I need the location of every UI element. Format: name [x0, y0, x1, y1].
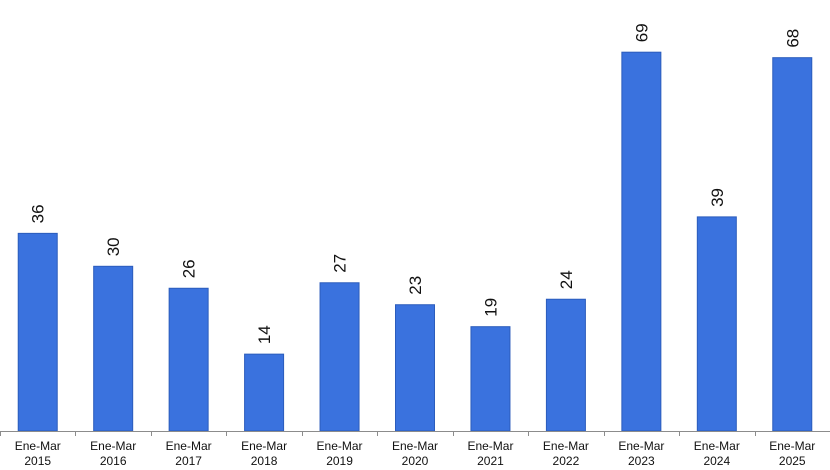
bar-1: [93, 265, 134, 432]
bar-0: [17, 232, 58, 432]
bar-9: [696, 216, 737, 432]
bar-2: [168, 287, 209, 432]
x-tick-label-3: Ene-Mar 2018: [241, 439, 287, 468]
value-label-6: 19: [481, 298, 500, 317]
bar-4: [319, 282, 360, 432]
value-label-3: 14: [255, 325, 274, 344]
value-label-9: 39: [708, 188, 727, 207]
value-label-1: 30: [104, 237, 123, 256]
value-label-7: 24: [557, 270, 576, 289]
value-labels-group: 36 30 26 14 27 23 19 24 69 39 68: [29, 23, 803, 344]
bar-8: [621, 51, 662, 432]
x-tick-label-7: Ene-Mar 2022: [543, 439, 589, 468]
x-tick-label-0: Ene-Mar 2015: [15, 439, 61, 468]
value-label-8: 69: [632, 23, 651, 42]
bar-10: [772, 57, 813, 432]
value-label-4: 27: [331, 254, 350, 273]
bar-7: [545, 298, 586, 432]
x-axis-ticks-group: [0, 431, 756, 436]
x-tick-label-8: Ene-Mar 2023: [618, 439, 664, 468]
bar-6: [470, 326, 511, 432]
value-label-2: 26: [180, 259, 199, 278]
bar-5: [395, 304, 435, 432]
value-label-5: 23: [406, 276, 425, 295]
x-tick-label-10: Ene-Mar 2025: [769, 439, 815, 468]
x-axis-tick-labels-group: Ene-Mar 2015 Ene-Mar 2016 Ene-Mar 2017 Ene-Mar…: [15, 439, 816, 468]
bars-group: [17, 51, 813, 432]
value-label-0: 36: [29, 204, 48, 223]
x-tick-label-2: Ene-Mar 2017: [166, 439, 212, 468]
x-tick-label-4: Ene-Mar 2019: [317, 439, 363, 468]
bar-3: [244, 353, 285, 432]
x-tick-label-9: Ene-Mar 2024: [694, 439, 740, 468]
x-tick-label-1: Ene-Mar 2016: [90, 439, 136, 468]
value-label-10: 68: [783, 29, 802, 48]
x-tick-label-5: Ene-Mar 2020: [392, 439, 438, 468]
x-tick-label-6: Ene-Mar 2021: [467, 439, 513, 468]
